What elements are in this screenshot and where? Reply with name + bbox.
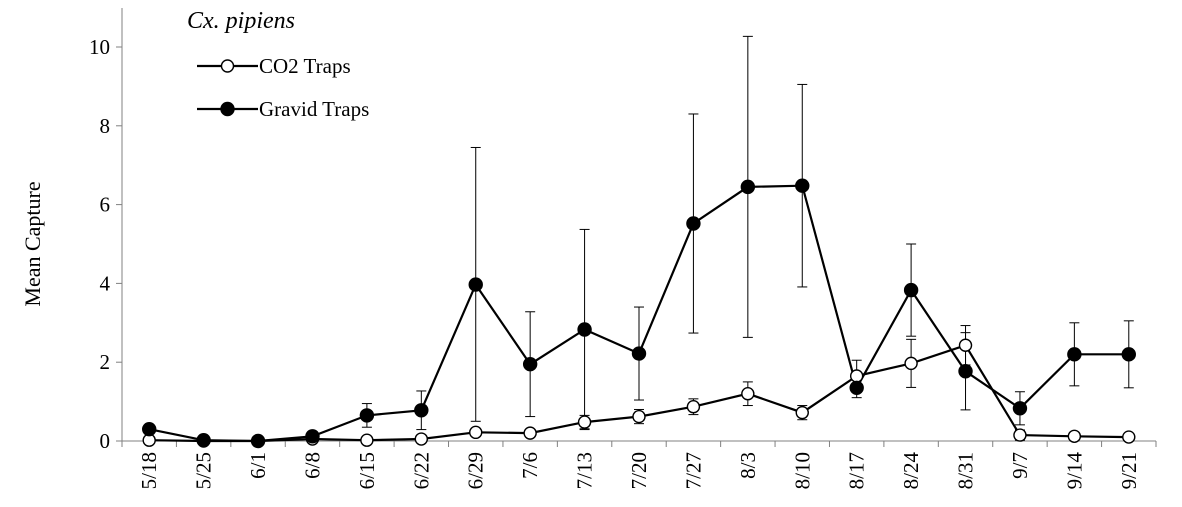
legend-marker [220,101,235,117]
x-tick-label: 9/7 [1008,452,1032,479]
x-tick-label: 5/25 [192,452,216,489]
data-point [468,277,483,292]
legend-label: CO2 Traps [259,54,351,78]
x-tick-label: 6/22 [409,452,433,489]
x-tick-label: 5/18 [137,452,161,489]
x-tick-label: 8/31 [954,452,978,489]
legend-marker [220,59,235,73]
data-point [631,346,647,361]
data-point [523,426,537,440]
y-axis-title: Mean Capture [20,181,45,306]
data-point [958,364,973,379]
data-point [632,409,646,424]
x-tick-label: 7/6 [518,452,542,479]
y-tick-label: 2 [100,350,111,374]
error-bars [307,35,1134,441]
data-point [360,433,374,447]
x-tick-label: 6/8 [300,452,324,479]
data-point [1013,428,1027,442]
data-point [414,403,429,418]
data-point [904,356,918,371]
data-point [305,429,320,444]
data-point [1122,430,1136,444]
chart-axes: 0 2 4 6 8 10 5/18 5/25 6/1 6/8 6/15 6/22 6/29 7/6 7/13… [89,8,1157,490]
data-point [142,421,157,437]
legend-label: Gravid Traps [259,97,369,121]
x-tick-label: 7/13 [573,452,597,489]
data-point [469,425,483,440]
data-point [686,400,701,414]
data-point [849,380,864,396]
data-point [686,216,701,231]
data-point [795,405,809,420]
data-point [577,415,592,429]
legend: CO2 Traps Gravid Traps [197,54,369,121]
y-tick-label: 0 [100,429,111,453]
data-point [414,432,429,446]
data-point [1012,401,1028,416]
x-tick-label: 8/17 [845,452,869,489]
data-point [741,387,755,401]
data-point [522,356,538,372]
x-tick-label: 8/10 [790,452,814,489]
x-tick-label: 6/15 [355,452,379,489]
data-point [196,433,211,448]
data-point [359,408,375,423]
data-point [1067,429,1082,443]
data-point [577,322,592,337]
data-point [849,369,864,383]
x-tick-label: 9/14 [1062,452,1086,490]
y-tick-label: 6 [100,193,111,217]
data-point [903,282,919,298]
x-tick-label: 6/29 [464,452,488,489]
x-tick-label: 9/21 [1117,452,1141,489]
x-tick-label: 6/1 [246,452,270,479]
data-point [795,178,810,193]
x-tick-label: 8/24 [899,452,923,490]
chart-title: Cx. pipiens [187,8,295,34]
y-tick-label: 8 [100,114,111,138]
data-point [958,338,973,352]
data-point [1121,347,1136,362]
data-point [740,179,756,195]
series-points [142,178,1136,449]
x-tick-label: 8/3 [736,452,760,479]
data-point [250,433,266,449]
y-tick-label: 4 [100,271,111,295]
x-tick-label: 7/27 [681,452,705,489]
x-tick-label: 7/20 [627,452,651,489]
data-point [1067,347,1082,362]
y-tick-label: 10 [89,35,110,59]
